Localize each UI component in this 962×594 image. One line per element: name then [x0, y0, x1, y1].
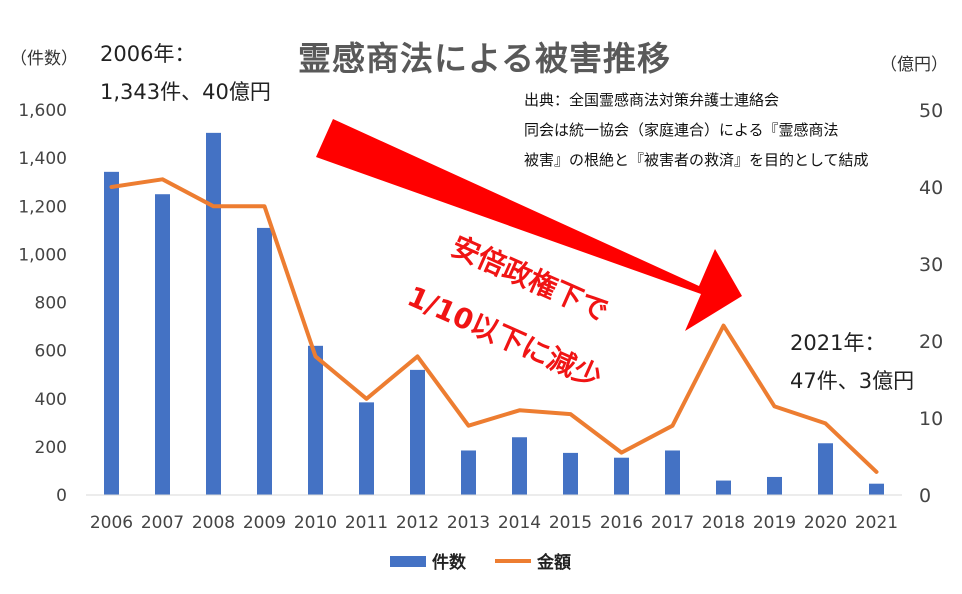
line-series [109, 177, 879, 474]
x-tick-labels: 2006 2007 2008 2009 2010 2011 2012 2013 2014 2015… [90, 513, 898, 533]
y-right-tick-10: 10 [919, 408, 943, 430]
chart-title: 霊感商法による被害推移 [298, 39, 672, 78]
x-tick-2016: 2016 [600, 513, 643, 533]
bar-2019 [767, 476, 782, 495]
y-right-tick-40: 40 [919, 177, 943, 199]
bar-2015 [563, 452, 578, 495]
x-tick-2017: 2017 [651, 513, 694, 533]
source-line-1: 出典：全国霊感商法対策弁護士連絡会 [524, 91, 780, 109]
bar-2016 [614, 457, 629, 495]
x-tick-2015: 2015 [549, 513, 592, 533]
right-y-tick-labels: 0 10 20 30 40 50 [919, 100, 943, 507]
y-right-tick-0: 0 [919, 485, 931, 507]
y-right-tick-30: 30 [919, 254, 943, 276]
x-tick-2007: 2007 [141, 513, 184, 533]
x-tick-2019: 2019 [753, 513, 796, 533]
bar-2012 [410, 369, 425, 495]
start-values-annotation: 1,343件、40億円 [100, 80, 271, 104]
x-tick-2020: 2020 [804, 513, 847, 533]
left-axis-unit: （件数） [10, 49, 78, 69]
bar-2013 [461, 450, 476, 495]
x-tick-2009: 2009 [243, 513, 286, 533]
start-year-annotation: 2006年： [100, 42, 196, 66]
bar-2014 [512, 437, 527, 495]
x-tick-2011: 2011 [345, 513, 388, 533]
x-tick-2012: 2012 [396, 513, 439, 533]
x-tick-2010: 2010 [294, 513, 337, 533]
end-year-annotation: 2021年： [790, 331, 886, 355]
x-tick-2013: 2013 [447, 513, 490, 533]
left-y-tick-labels: 0 200 400 600 800 1,000 1,200 1,400 1,600 [18, 101, 67, 506]
bar-2020 [818, 443, 833, 495]
bar-2010 [308, 345, 323, 495]
x-tick-2018: 2018 [702, 513, 745, 533]
y-left-tick-1400: 1,400 [18, 149, 67, 169]
y-left-tick-1000: 1,000 [18, 245, 67, 265]
y-left-tick-800: 800 [35, 294, 67, 314]
source-line-3: 被害』の根絶と『被害者の救済』を目的として結成 [524, 151, 869, 169]
bar-2007 [155, 194, 170, 495]
y-left-tick-400: 400 [35, 390, 67, 410]
y-left-tick-600: 600 [35, 342, 67, 362]
bar-2021 [869, 483, 884, 495]
end-values-annotation: 47件、3億円 [790, 369, 915, 393]
bar-series [104, 132, 884, 495]
y-left-tick-1600: 1,600 [18, 101, 67, 121]
x-tick-2021: 2021 [855, 513, 898, 533]
y-left-tick-200: 200 [35, 438, 67, 458]
y-left-tick-0: 0 [56, 486, 67, 506]
legend: 件数 金額 [390, 552, 571, 573]
x-tick-2006: 2006 [90, 513, 133, 533]
bar-2008 [206, 132, 221, 495]
x-tick-2008: 2008 [192, 513, 235, 533]
legend-label-line: 金額 [536, 552, 571, 573]
legend-swatch-bar [390, 556, 426, 567]
bar-2011 [359, 402, 374, 495]
bar-2006 [104, 171, 119, 495]
source-line-2: 同会は統一協会（家庭連合）による『霊感商法 [524, 121, 839, 139]
x-tick-2014: 2014 [498, 513, 541, 533]
y-left-tick-1200: 1,200 [18, 197, 67, 217]
decline-arrow [316, 119, 742, 331]
y-right-tick-20: 20 [919, 331, 943, 353]
bar-2017 [665, 450, 680, 495]
legend-label-bar: 件数 [432, 552, 467, 573]
right-axis-unit: （億円） [880, 55, 948, 75]
y-right-tick-50: 50 [919, 100, 943, 122]
bar-2018 [716, 480, 731, 495]
bar-2009 [257, 227, 272, 495]
